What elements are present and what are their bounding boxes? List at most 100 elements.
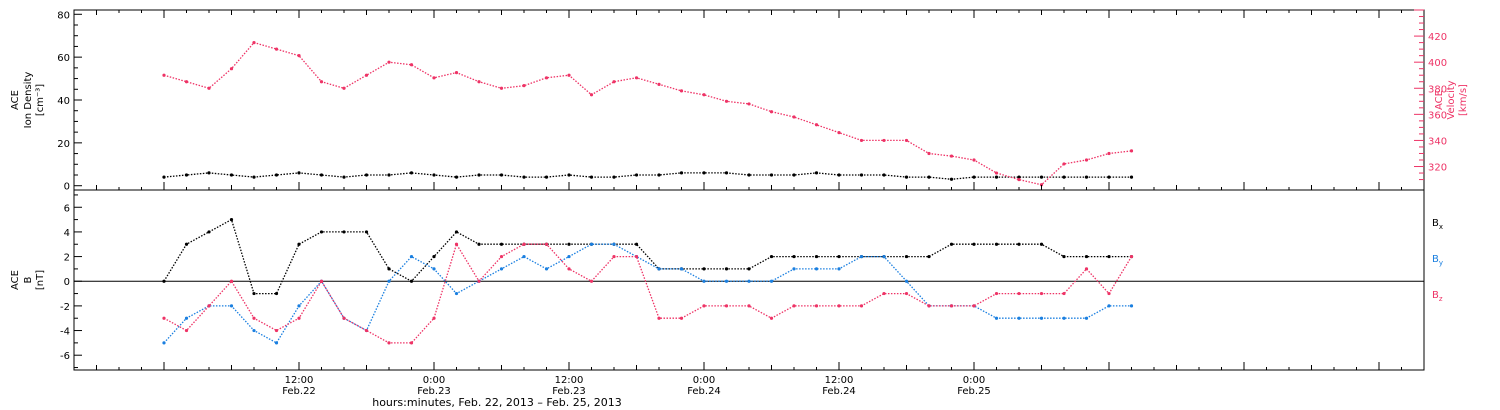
data-point [207, 304, 211, 308]
data-point [994, 242, 999, 246]
data-point [229, 173, 234, 177]
data-point [544, 267, 549, 271]
data-point [432, 316, 436, 320]
velocity-tick-label: 360 [1428, 110, 1447, 121]
data-point [1062, 162, 1066, 166]
data-point [994, 171, 999, 175]
data-point [1039, 316, 1044, 320]
data-point [1062, 175, 1066, 179]
data-point [702, 267, 706, 271]
data-point [769, 110, 774, 114]
data-point [837, 131, 841, 135]
data-point [747, 267, 751, 271]
data-point [589, 242, 594, 246]
data-point [499, 254, 504, 259]
data-point [589, 279, 594, 283]
data-point [769, 316, 774, 320]
b-axis-label: [nT] [35, 270, 46, 290]
data-point [747, 279, 751, 283]
data-point [1039, 291, 1044, 296]
data-point [387, 60, 391, 64]
data-point [1017, 242, 1021, 246]
data-point [702, 93, 706, 97]
x-tick-label-time: 12:00 [555, 375, 584, 386]
data-point [792, 173, 796, 177]
data-point [724, 99, 729, 103]
data-point [162, 73, 166, 77]
b-tick-label: 4 [64, 228, 70, 239]
data-point [252, 316, 256, 320]
b-tick-label: -2 [60, 302, 70, 313]
x-tick-label-time: 12:00 [285, 375, 314, 386]
legend-by: By [1432, 254, 1443, 267]
density-tick-label: 0 [64, 182, 70, 193]
data-point [477, 242, 481, 246]
velocity-tick-label: 320 [1428, 163, 1447, 174]
data-point [679, 316, 684, 320]
data-point [319, 279, 324, 283]
bottom-panel: 6 4 2 0 -2 -4 -6 ACE B [nT] Bx By Bz [10, 189, 1443, 371]
data-point [522, 175, 526, 179]
data-point [904, 291, 909, 296]
data-point [1062, 291, 1066, 296]
series-line-ion-density [163, 172, 1132, 180]
data-point [1062, 254, 1066, 259]
data-point [499, 242, 504, 246]
density-tick-label: 60 [57, 53, 70, 64]
data-point [1107, 175, 1111, 179]
data-point [1084, 267, 1089, 271]
data-point [702, 304, 706, 308]
data-point [769, 279, 774, 283]
data-point [702, 279, 706, 283]
data-point [1017, 175, 1021, 179]
data-point [724, 279, 729, 283]
data-point [972, 158, 976, 162]
data-point [544, 76, 549, 80]
data-point [364, 328, 369, 333]
velocity-axis-label: ACE [1434, 90, 1445, 110]
data-point [432, 267, 436, 271]
data-point [342, 230, 346, 234]
data-point [972, 175, 976, 179]
data-point [522, 242, 526, 246]
data-point [859, 173, 864, 177]
data-point [1039, 183, 1044, 187]
data-point [229, 279, 234, 283]
data-point [387, 267, 391, 271]
data-point [724, 171, 729, 175]
data-point [612, 242, 616, 246]
b-tick-label: 2 [64, 253, 70, 264]
density-tick-label: 20 [57, 139, 70, 150]
x-tick-label-date: Feb.23 [417, 386, 451, 397]
x-axis: 12:00Feb.220:00Feb.2312:00Feb.230:00Feb.… [96, 10, 1402, 397]
data-point [837, 173, 841, 177]
b-tick-label: 6 [64, 203, 70, 214]
data-point [162, 341, 166, 345]
density-tick-label: 40 [57, 96, 70, 107]
data-point [679, 267, 684, 271]
data-point [274, 328, 279, 333]
density-axis-label: ACE [10, 90, 21, 110]
data-point [994, 291, 999, 296]
data-point [162, 279, 166, 283]
velocity-tick-label: 420 [1428, 32, 1447, 43]
data-point [477, 279, 481, 283]
series-line-velocity [163, 41, 1132, 186]
data-point [184, 316, 189, 320]
data-point [544, 242, 549, 246]
data-point [1129, 149, 1134, 153]
x-tick-label-date: Feb.24 [687, 386, 721, 397]
data-point [454, 175, 459, 179]
data-point [274, 47, 279, 51]
data-point [409, 254, 414, 259]
data-point [792, 267, 796, 271]
data-point [612, 175, 616, 179]
x-tick-label-date: Feb.24 [822, 386, 856, 397]
data-point [814, 254, 819, 259]
data-point [184, 328, 189, 333]
data-point [927, 304, 931, 308]
x-tick-label-date: Feb.23 [552, 386, 586, 397]
data-point [949, 304, 954, 308]
data-point [567, 242, 571, 246]
